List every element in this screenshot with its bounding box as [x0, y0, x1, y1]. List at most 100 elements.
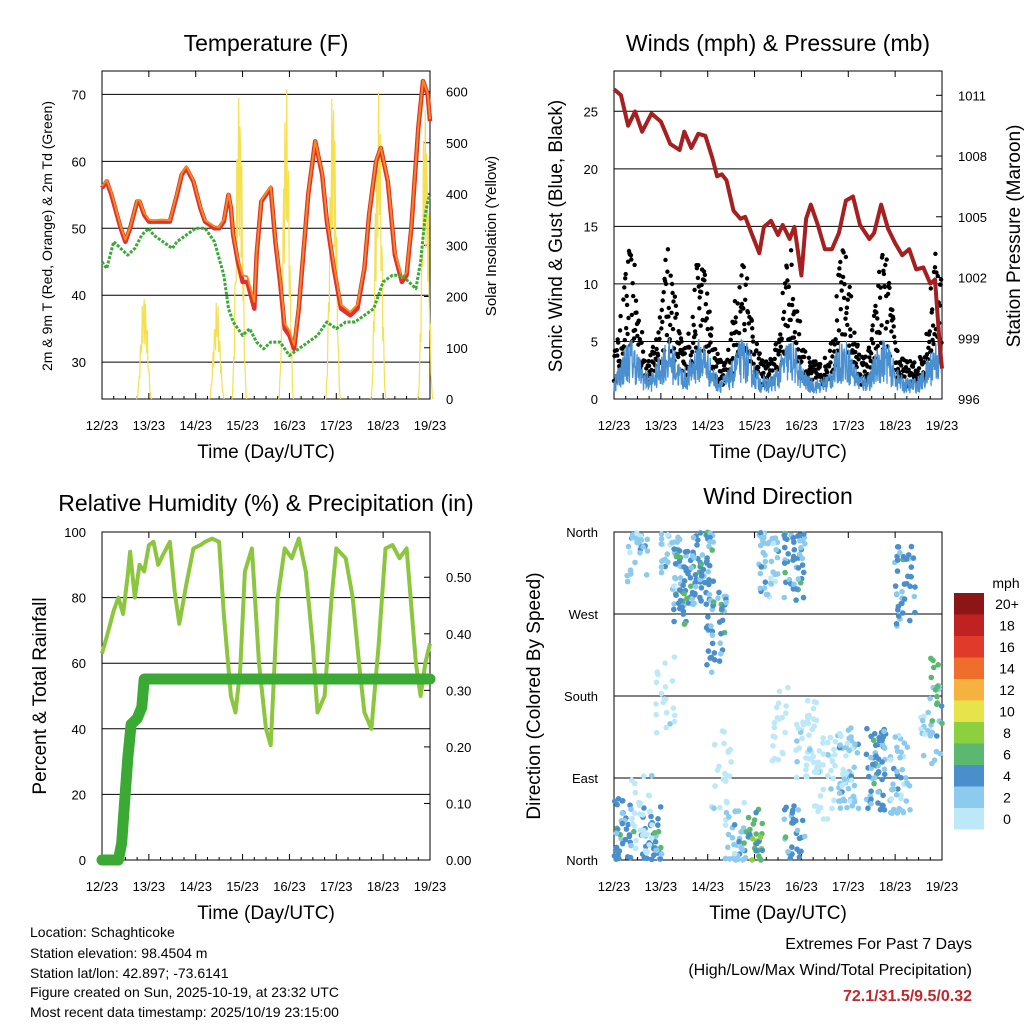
direction-point: [658, 531, 665, 537]
direction-point: [871, 775, 878, 781]
gust-point: [657, 315, 663, 320]
gust-point: [934, 270, 939, 275]
direction-point: [717, 804, 723, 811]
direction-point: [692, 590, 698, 597]
direction-point: [704, 662, 710, 668]
y2-tick-label: 0.50: [446, 570, 471, 585]
gust-point: [881, 271, 887, 277]
direction-point: [697, 530, 704, 536]
direction-point: [783, 703, 789, 709]
rainfall-line: [96, 673, 436, 866]
y-tick-label: 20: [72, 787, 86, 802]
legend-swatch: [954, 679, 984, 701]
direction-point: [875, 789, 881, 795]
direction-point: [866, 773, 872, 780]
gust-point: [789, 302, 795, 308]
gust-point: [674, 311, 679, 317]
direction-point: [840, 766, 846, 773]
gust-point: [640, 349, 646, 354]
y-tick-label: 60: [72, 656, 86, 671]
direction-point: [897, 754, 903, 761]
direction-point: [888, 756, 894, 763]
gust-point: [840, 274, 846, 280]
direction-point: [782, 569, 788, 576]
direction-point: [669, 539, 675, 546]
direction-point: [820, 762, 826, 768]
gust-point: [742, 328, 747, 333]
y-tick-label: 25: [584, 104, 598, 119]
gust-point: [877, 330, 882, 336]
y2-tick-label: 999: [958, 331, 980, 346]
direction-point: [663, 709, 670, 716]
gust-point: [750, 326, 755, 331]
series-9m-t: [101, 79, 431, 346]
gust-point: [751, 339, 756, 344]
direction-point: [637, 827, 644, 833]
gust-point: [743, 297, 748, 302]
gust-point: [874, 310, 879, 315]
direction-point: [708, 623, 714, 629]
gust-point: [741, 264, 746, 270]
direction-point: [665, 531, 671, 538]
direction-point: [641, 805, 647, 811]
direction-point: [671, 583, 677, 589]
direction-point: [723, 809, 730, 816]
direction-point: [640, 773, 647, 779]
gust-point: [743, 282, 748, 287]
gust-point: [778, 344, 783, 349]
direction-point: [868, 733, 874, 740]
direction-point: [794, 827, 801, 834]
direction-point: [851, 799, 858, 805]
direction-point: [648, 835, 655, 841]
gust-point: [669, 281, 675, 287]
gust-point: [705, 291, 710, 296]
y-tick-label: West: [569, 607, 599, 622]
direction-point: [665, 559, 671, 565]
gust-point: [777, 348, 783, 354]
legend-label: 16: [999, 639, 1015, 655]
gust-point: [702, 278, 707, 283]
direction-point: [828, 767, 834, 774]
gust-point: [635, 333, 640, 339]
gust-point: [631, 336, 637, 341]
direction-point: [653, 729, 660, 736]
direction-point: [776, 716, 782, 722]
gust-point: [842, 282, 847, 287]
direction-point: [725, 844, 731, 851]
gust-point: [672, 294, 678, 299]
gust-point: [885, 291, 891, 297]
direction-point: [750, 821, 757, 827]
gust-point: [623, 276, 628, 281]
gust-point: [830, 354, 835, 359]
gust-point: [756, 356, 761, 361]
gust-point: [848, 327, 853, 332]
gust-point: [855, 342, 860, 347]
direction-point: [848, 734, 854, 740]
direction-point: [854, 750, 861, 756]
direction-point: [871, 780, 877, 787]
direction-point: [863, 751, 870, 758]
gust-point: [660, 298, 665, 303]
direction-point: [619, 840, 626, 847]
gust-point: [792, 330, 798, 335]
direction-point: [628, 842, 634, 849]
x-tick-label: 15/23: [226, 418, 259, 433]
direction-point: [681, 564, 687, 570]
direction-point: [851, 764, 857, 771]
gust-point: [665, 247, 671, 252]
gust-point: [750, 334, 755, 339]
gust-point: [784, 265, 790, 270]
direction-point: [648, 856, 655, 863]
direction-point: [649, 772, 655, 779]
direction-point: [824, 739, 831, 746]
direction-point: [757, 530, 764, 536]
direction-point: [792, 555, 799, 562]
direction-point: [631, 823, 638, 830]
direction-point: [700, 566, 707, 573]
direction-point: [682, 549, 689, 555]
direction-point: [657, 856, 664, 862]
gust-point: [625, 331, 630, 337]
direction-point: [820, 816, 827, 822]
gust-point: [845, 297, 850, 302]
direction-point: [904, 744, 911, 750]
